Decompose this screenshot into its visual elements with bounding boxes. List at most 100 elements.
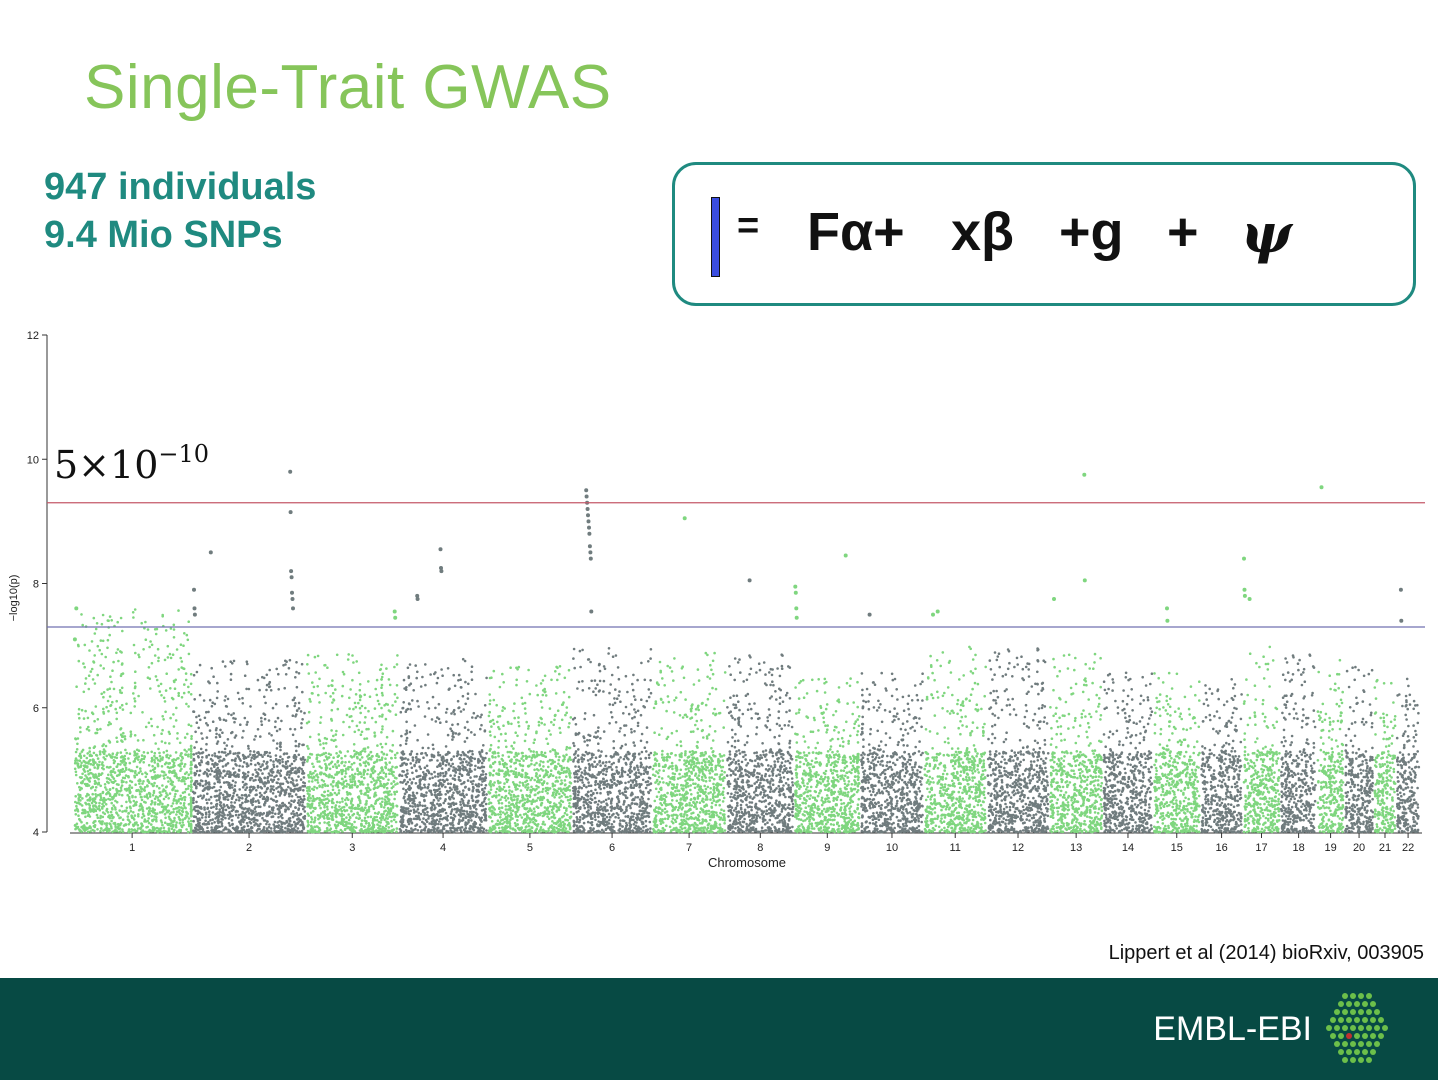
snp-point (137, 808, 141, 812)
snp-point (237, 830, 241, 833)
snp-point (319, 721, 322, 724)
snp-point (387, 798, 391, 801)
snp-point (517, 724, 521, 728)
snp-point (424, 808, 428, 811)
snp-point (293, 704, 297, 708)
snp-point (367, 822, 371, 825)
snp-point (256, 678, 260, 682)
snp-point (81, 781, 84, 784)
snp-point (430, 718, 434, 721)
snp-point (191, 790, 195, 794)
snp-point (438, 792, 441, 795)
snp-point (277, 778, 280, 781)
snp-point (314, 671, 318, 674)
snp-point (450, 729, 454, 733)
snp-point (137, 779, 140, 783)
significant-snp-point (392, 609, 397, 614)
snp-point (467, 830, 471, 833)
snp-point (118, 830, 122, 833)
snp-point (135, 773, 139, 777)
snp-point (164, 789, 167, 793)
snp-point (182, 823, 185, 827)
snp-point (192, 807, 196, 811)
snp-point (501, 672, 504, 676)
snp-point (205, 801, 209, 805)
snp-point (206, 762, 210, 766)
snp-point (483, 786, 487, 790)
snp-point (121, 818, 125, 821)
snp-point (291, 733, 295, 737)
snp-point (150, 756, 154, 760)
snp-point (74, 773, 78, 777)
snp-point (106, 699, 110, 703)
snp-point (481, 756, 485, 760)
snp-point (446, 753, 449, 756)
snp-point (363, 721, 367, 724)
snp-point (263, 803, 266, 807)
snp-point (179, 643, 183, 646)
snp-point (470, 795, 474, 798)
snp-point (348, 707, 351, 710)
snp-point (204, 816, 208, 819)
snp-point (173, 687, 177, 690)
snp-point (312, 806, 316, 810)
snp-point (446, 823, 449, 827)
snp-point (277, 830, 280, 833)
snp-point (249, 785, 253, 789)
snp-point (206, 792, 209, 796)
snp-point (115, 791, 119, 794)
snp-point (422, 793, 426, 797)
formula-equals: = (737, 205, 760, 247)
snp-point (402, 701, 406, 704)
snp-point (174, 825, 178, 829)
snp-point (338, 770, 341, 774)
snp-point (318, 760, 321, 763)
snp-point (231, 823, 234, 826)
snp-point (182, 777, 186, 780)
snp-point (155, 812, 159, 815)
snp-point (335, 653, 339, 657)
snp-point (479, 804, 483, 807)
snp-point (137, 815, 140, 818)
snp-point (119, 786, 123, 789)
snp-point (327, 821, 331, 824)
snp-point (140, 754, 144, 757)
snp-point (402, 787, 405, 791)
snp-point (289, 805, 292, 808)
snp-point (297, 769, 301, 773)
snp-point (221, 818, 224, 821)
snp-point (187, 685, 190, 689)
snp-point (177, 779, 181, 782)
snp-point (153, 803, 157, 806)
snp-point (384, 766, 387, 769)
snp-point (78, 716, 81, 720)
snp-point (355, 724, 359, 728)
snp-point (392, 785, 395, 788)
snp-point (222, 828, 225, 832)
snp-point (150, 823, 153, 826)
snp-point (241, 775, 245, 779)
snp-point (390, 757, 393, 760)
snp-point (371, 771, 375, 775)
snp-point (192, 829, 195, 832)
snp-point (91, 678, 95, 681)
snp-point (149, 769, 152, 773)
snp-point (470, 759, 473, 763)
snp-point (331, 679, 334, 682)
snp-point (415, 752, 419, 756)
snp-point (290, 789, 293, 793)
snp-point (428, 777, 432, 780)
snp-point (253, 738, 256, 741)
snp-point (96, 763, 99, 766)
snp-point (177, 806, 181, 809)
snp-point (213, 752, 217, 755)
snp-point (447, 768, 450, 772)
snp-point (446, 814, 450, 818)
snp-point (160, 821, 164, 824)
snp-point (484, 776, 487, 779)
snp-point (452, 769, 455, 772)
snp-point (333, 791, 337, 795)
snp-point (158, 794, 162, 798)
snp-point (307, 755, 310, 759)
snp-point (137, 749, 141, 752)
